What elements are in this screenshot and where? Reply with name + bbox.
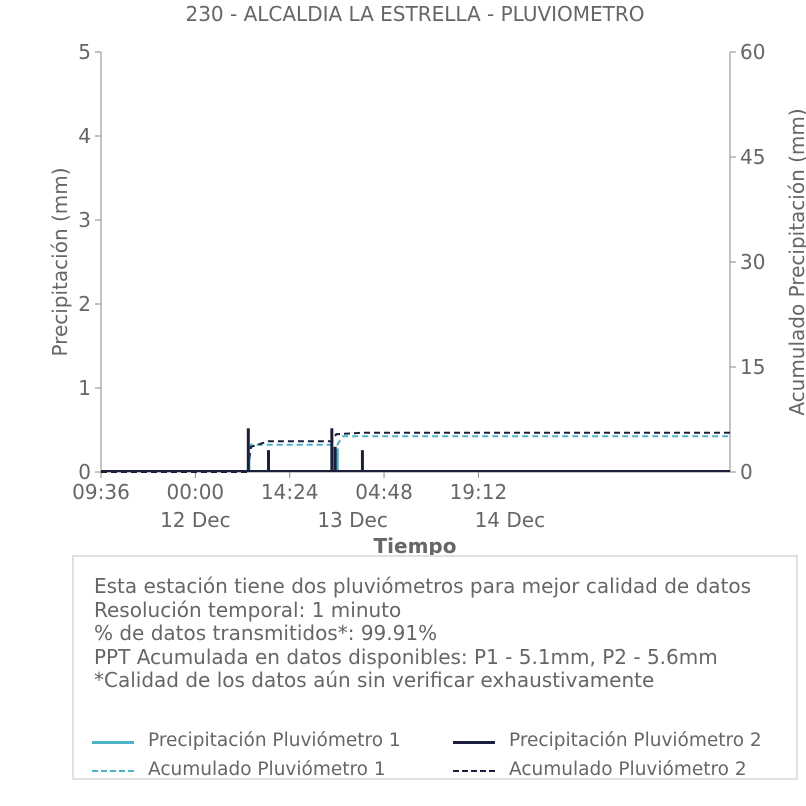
right-tick-label: 0: [740, 460, 753, 484]
x-tick-label: 14:24: [261, 480, 319, 504]
info-line-quality-note: *Calidad de los datos aún sin verificar …: [94, 668, 655, 692]
series-4-accumulated-line: [101, 431, 730, 473]
chart-title: 230 - ALCALDIA LA ESTRELLA - PLUVIOMETRO: [185, 2, 644, 26]
right-tick-label: 30: [740, 250, 765, 274]
info-line-resolution: Resolución temporal: 1 minuto: [94, 597, 402, 622]
right-tick-label: 60: [740, 40, 765, 64]
info-box: Esta estación tiene dos pluviómetros par…: [72, 555, 798, 780]
right-tick-label: 45: [740, 145, 765, 169]
y-axis-label-right: Acumulado Precipitación (mm): [785, 108, 806, 415]
x-date-label: 14 Dec: [475, 508, 546, 532]
left-tick-label: 0: [78, 460, 91, 484]
legend-label-accum-2: Acumulado Pluviómetro 2: [509, 759, 747, 780]
x-tick-label: 19:12: [450, 480, 508, 504]
x-tick-label: 04:48: [355, 480, 413, 504]
legend-swatch-precip-1: [92, 741, 134, 744]
legend-label-precip-2: Precipitación Pluviómetro 2: [509, 730, 762, 751]
left-tick-label: 1: [78, 376, 91, 400]
x-axis-ticks: 09:36 00:00 14:24 04:48 19:12 12 Dec 13 Dec 14 …: [72, 472, 545, 532]
right-tick-label: 15: [740, 355, 765, 379]
left-tick-label: 3: [78, 208, 91, 232]
legend-swatch-accum-1: [92, 770, 134, 772]
left-tick-label: 4: [78, 124, 91, 148]
x-tick-label: 00:00: [167, 480, 225, 504]
legend-label-accum-1: Acumulado Pluviómetro 1: [148, 759, 386, 780]
legend-swatch-precip-2: [453, 741, 495, 744]
x-tick-label: 09:36: [72, 480, 130, 504]
x-date-label: 12 Dec: [160, 508, 231, 532]
info-lines: Esta estación tiene dos pluviómetros par…: [94, 574, 752, 693]
right-axis-ticks: 0 15 30 45 60: [730, 40, 765, 484]
x-axis-label: Tiempo: [374, 534, 457, 558]
left-tick-label: 2: [78, 292, 91, 316]
rainfall-chart: 230 - ALCALDIA LA ESTRELLA - PLUVIOMETRO…: [48, 2, 806, 558]
left-axis-ticks: 0 1 2 3 4 5: [78, 40, 101, 484]
x-date-label: 13 Dec: [317, 508, 388, 532]
info-line-dual-gauges: Esta estación tiene dos pluviómetros par…: [94, 574, 752, 598]
info-line-accumulated: PPT Acumulada en datos disponibles: P1 -…: [94, 644, 718, 669]
y-axis-label-left: Precipitación (mm): [48, 167, 72, 356]
legend-swatch-accum-2: [453, 770, 495, 772]
left-tick-label: 5: [78, 40, 91, 64]
legend-label-precip-1: Precipitación Pluviómetro 1: [148, 730, 401, 751]
series-layer: [101, 428, 730, 473]
info-line-transmitted: % de datos transmitidos*: 99.91%: [94, 621, 438, 645]
plot-axes: [100, 52, 731, 473]
series-3-accumulated-line: [101, 435, 730, 473]
